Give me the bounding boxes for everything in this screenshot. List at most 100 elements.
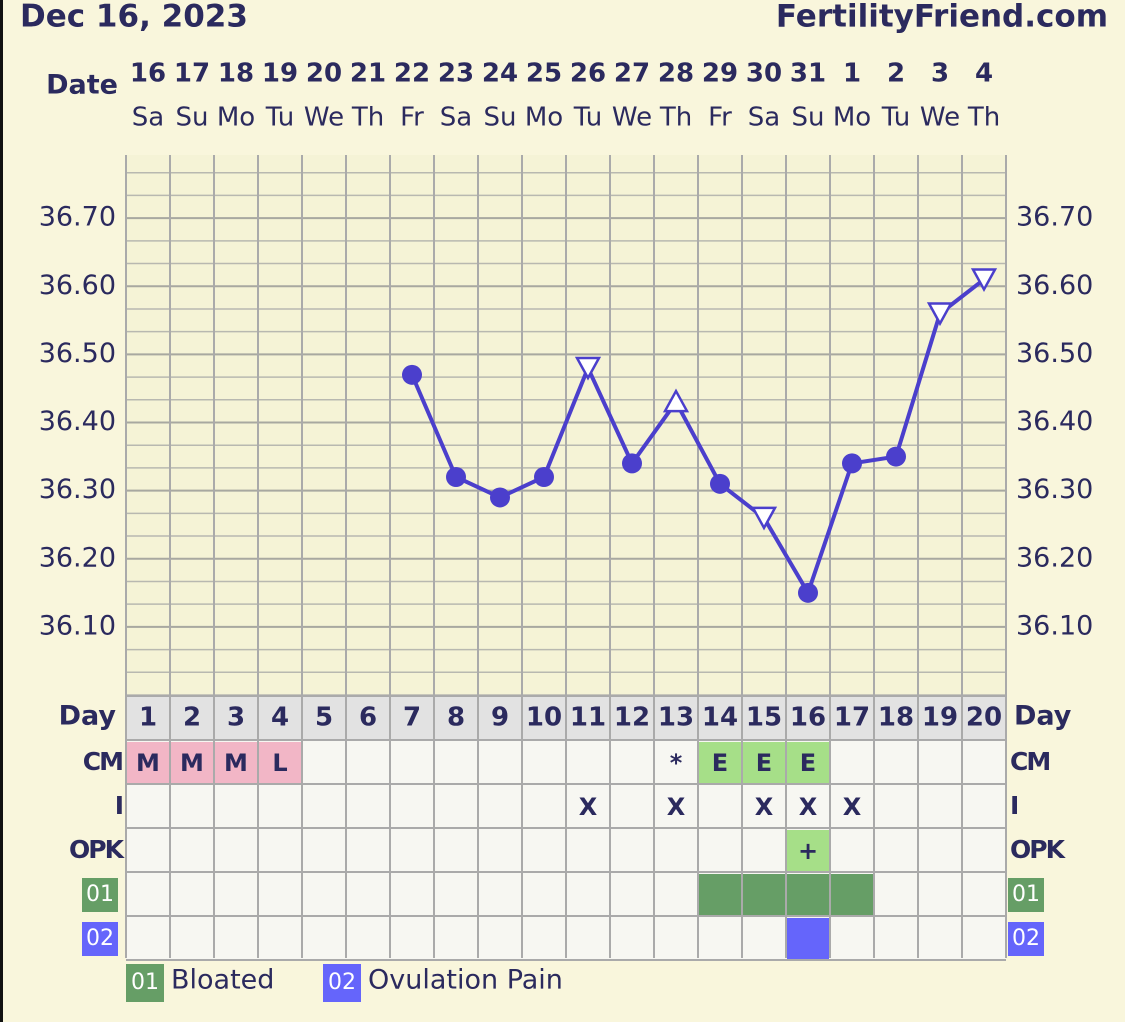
symptom-cell — [743, 874, 785, 916]
symptom-code: 01 — [1012, 882, 1040, 907]
cell-value: X — [755, 793, 774, 821]
temperature-point — [842, 453, 862, 474]
cell-fill — [743, 742, 785, 784]
cell-value: X — [667, 793, 686, 821]
date-label: 18 — [218, 59, 254, 89]
cell-fill — [787, 742, 829, 784]
date-label: 30 — [746, 59, 782, 89]
day-number: 19 — [922, 703, 958, 733]
weekday-label: We — [304, 103, 344, 133]
site-title: FertilityFriend.com — [776, 0, 1108, 35]
symptom-badge — [1008, 878, 1044, 912]
day-number: 1 — [139, 703, 157, 733]
cell-fill — [787, 830, 829, 872]
weekday-label: Su — [484, 103, 517, 133]
cell-value: M — [224, 749, 248, 777]
date-label: 24 — [482, 59, 518, 89]
cell-fill — [215, 742, 257, 784]
y-tick-label: 36.60 — [1016, 270, 1093, 301]
date-label: 28 — [658, 59, 694, 89]
date-label: 4 — [975, 59, 993, 89]
symptom-cell — [787, 918, 829, 960]
weekday-label: Mo — [525, 103, 563, 133]
y-tick-label: 36.70 — [1016, 202, 1093, 233]
y-tick-label: 36.30 — [39, 474, 116, 505]
temperature-point — [926, 302, 954, 327]
row-label: OPK — [69, 835, 126, 864]
temperature-point — [534, 467, 554, 487]
y-tick-label: 36.10 — [39, 610, 116, 641]
day-number: 16 — [790, 703, 826, 733]
day-number: 7 — [403, 703, 421, 733]
weekday-label: We — [612, 103, 652, 133]
day-label: Day — [1014, 701, 1072, 732]
day-number: 14 — [702, 703, 738, 733]
symptom-cell — [699, 874, 741, 916]
date-label: 29 — [702, 59, 738, 89]
legend-name: Bloated — [171, 965, 274, 996]
y-tick-label: 36.40 — [1016, 406, 1093, 437]
temperature-point — [970, 268, 998, 293]
temperature-point — [886, 446, 906, 467]
y-tick-label: 36.60 — [39, 270, 116, 301]
y-tick-label: 36.20 — [1016, 542, 1093, 573]
day-number: 5 — [315, 703, 333, 733]
symptom-badge — [1008, 922, 1044, 956]
y-tick-label: 36.20 — [39, 542, 116, 573]
date-label: 22 — [394, 59, 430, 89]
weekday-label: Mo — [833, 103, 871, 133]
date-label: 3 — [931, 59, 949, 89]
temperature-point — [574, 356, 602, 381]
day-number: 8 — [447, 703, 465, 733]
weekday-label: Tu — [573, 103, 602, 133]
day-number: 11 — [570, 703, 606, 733]
temperature-point — [798, 582, 818, 603]
date-label: 26 — [570, 59, 606, 89]
temperature-point — [446, 467, 466, 487]
symptom-badge — [82, 878, 118, 912]
day-number: 20 — [966, 703, 1002, 733]
day-number: 10 — [526, 703, 562, 733]
cell-value: M — [180, 749, 204, 777]
symptom-cell — [831, 874, 873, 916]
row-label: OPK — [1010, 835, 1067, 864]
y-tick-label: 36.40 — [39, 406, 116, 437]
date-label: 17 — [174, 59, 210, 89]
weekday-label: Th — [659, 103, 692, 133]
day-number: 18 — [878, 703, 914, 733]
date-label: 19 — [262, 59, 298, 89]
day-number: 17 — [834, 703, 870, 733]
cell-value: E — [800, 749, 816, 777]
legend-name: Ovulation Pain — [368, 965, 563, 996]
temperature-point — [622, 453, 642, 474]
day-number: 9 — [491, 703, 509, 733]
cell-value: + — [798, 837, 818, 865]
temperature-point — [402, 364, 422, 385]
y-tick-label: 36.70 — [39, 202, 116, 233]
date-label: 20 — [306, 59, 342, 89]
cell-fill — [127, 742, 169, 784]
day-number: 15 — [746, 703, 782, 733]
day-label: Day — [59, 701, 117, 732]
symptom-badge — [82, 922, 118, 956]
temperature-point — [710, 473, 730, 494]
y-tick-label: 36.50 — [39, 338, 116, 369]
cell-fill — [259, 742, 301, 784]
date-label: 1 — [843, 59, 861, 89]
date-title: Dec 16, 2023 — [20, 0, 248, 35]
symptom-code: 02 — [1012, 926, 1040, 951]
day-number: 3 — [227, 703, 245, 733]
weekday-label: Sa — [440, 103, 472, 133]
temperature-point — [662, 388, 690, 413]
date-label: 23 — [438, 59, 474, 89]
date-label: 27 — [614, 59, 650, 89]
date-label: 21 — [350, 59, 386, 89]
weekday-label: Th — [967, 103, 1000, 133]
cell-value: X — [579, 793, 598, 821]
cell-value: E — [712, 749, 728, 777]
cell-value: X — [799, 793, 818, 821]
x-label: Date — [46, 70, 118, 101]
y-tick-label: 36.50 — [1016, 338, 1093, 369]
